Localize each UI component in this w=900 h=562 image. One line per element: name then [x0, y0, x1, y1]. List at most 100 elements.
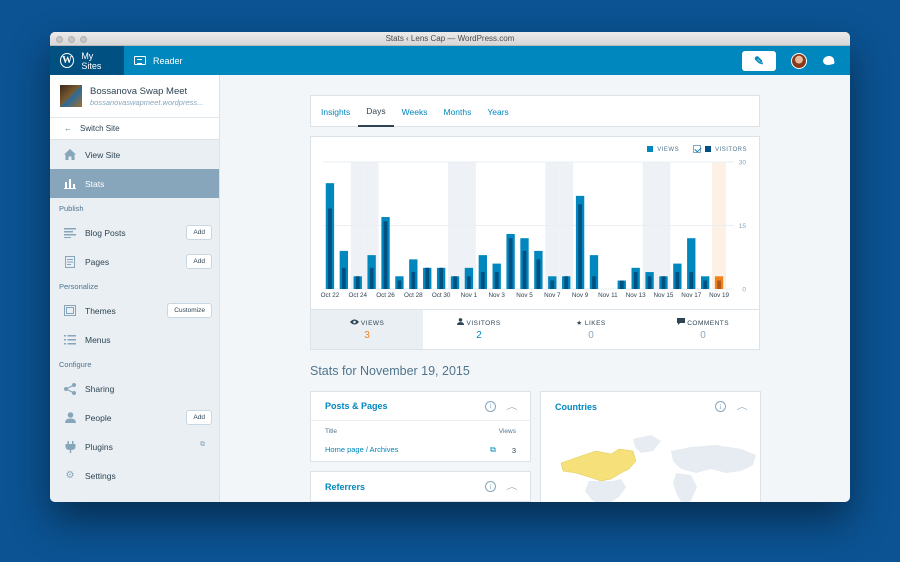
info-icon[interactable]: i	[485, 400, 496, 412]
summary-tabs: VIEWS 3 VISITORS 2 ★ LIKES 0	[310, 310, 760, 350]
info-icon[interactable]: i	[715, 401, 726, 412]
star-icon: ★	[576, 319, 583, 327]
visitors-bar	[522, 250, 527, 289]
sidebar-item-label: Settings	[85, 470, 116, 481]
add-blog-post-button[interactable]: Add	[186, 225, 212, 240]
sidebar-item-blog-posts[interactable]: Blog Posts Add	[50, 218, 219, 247]
summary-tab-views[interactable]: VIEWS 3	[311, 310, 423, 349]
summary-likes-value: 0	[588, 329, 594, 341]
home-icon	[64, 149, 76, 161]
visitors-bar	[439, 267, 443, 289]
notifications-icon[interactable]	[822, 54, 836, 68]
visitors-bar	[397, 280, 402, 289]
zoom-window-button[interactable]	[80, 35, 87, 43]
sidebar-item-label: Plugins	[85, 441, 113, 452]
sidebar-item-stats[interactable]: Stats	[50, 169, 219, 198]
x-tick-label: Nov 9	[572, 292, 589, 299]
x-tick-label: Nov 13	[626, 292, 646, 299]
window-title: Stats ‹ Lens Cap — WordPress.com	[385, 34, 515, 43]
visitors-bar	[411, 272, 416, 289]
summary-views-value: 3	[364, 329, 370, 341]
sidebar-item-plugins[interactable]: Plugins ⧉	[50, 432, 219, 461]
chevron-up-icon[interactable]: ︿	[506, 482, 518, 491]
pencil-icon: ✎	[753, 53, 765, 68]
referrers-card: Referrers i ︿	[310, 471, 531, 502]
sidebar-item-view-site[interactable]: View Site	[50, 140, 219, 169]
tab-days[interactable]: Days	[358, 96, 394, 127]
stats-main: Insights Days Weeks Months Years VIEWS V…	[310, 95, 761, 502]
visitors-bar	[383, 221, 388, 289]
tab-months[interactable]: Months	[443, 106, 472, 117]
sidebar-item-people[interactable]: People Add	[50, 403, 219, 432]
site-name: Bossanova Swap Meet	[90, 85, 188, 97]
sidebar-item-sharing[interactable]: Sharing	[50, 374, 219, 403]
themes-icon	[64, 305, 76, 317]
reader-icon	[134, 56, 146, 65]
sidebar-item-label: Menus	[85, 334, 111, 345]
visitors-bar	[341, 267, 346, 289]
x-tick-label: Oct 26	[376, 292, 395, 299]
external-link-icon[interactable]: ⧉	[490, 445, 496, 454]
summary-visitors-value: 2	[476, 330, 482, 341]
countries-title[interactable]: Countries	[555, 401, 598, 412]
sidebar-item-themes[interactable]: Themes Customize	[50, 296, 219, 325]
visitors-bar	[619, 280, 624, 289]
posts-icon	[64, 227, 76, 239]
x-tick-label: Oct 28	[404, 292, 423, 299]
tab-years[interactable]: Years	[487, 106, 509, 117]
tab-weeks[interactable]: Weeks	[401, 106, 428, 117]
posts-pages-title[interactable]: Posts & Pages	[325, 401, 388, 411]
views-swatch	[647, 145, 654, 152]
section-heading-publish: Publish	[59, 203, 84, 213]
visitors-bar	[675, 272, 680, 289]
summary-tab-visitors[interactable]: VISITORS 2	[423, 310, 535, 349]
x-tick-label: Nov 5	[516, 292, 533, 299]
countries-map[interactable]	[541, 421, 760, 502]
customize-button[interactable]: Customize	[167, 303, 212, 318]
x-tick-label: Oct 24	[348, 292, 367, 299]
visitors-bar	[550, 280, 555, 289]
summary-tab-comments[interactable]: COMMENTS 0	[647, 310, 759, 349]
summary-label-text: VIEWS	[360, 319, 385, 327]
my-sites-button[interactable]: W My Sites	[50, 46, 124, 75]
x-tick-label: Nov 7	[544, 292, 561, 299]
switch-site-button[interactable]: ← Switch Site	[50, 118, 219, 140]
y-tick-label: 15	[739, 223, 747, 230]
visitors-checkbox[interactable]	[693, 145, 702, 153]
views-bar	[478, 255, 487, 289]
tab-insights[interactable]: Insights	[321, 106, 351, 117]
sidebar-item-settings[interactable]: ⚙ Settings	[50, 461, 219, 490]
minimize-window-button[interactable]	[68, 35, 75, 43]
current-site-card[interactable]: Bossanova Swap Meet bossanovaswapmeet.wo…	[50, 75, 219, 118]
avatar[interactable]	[791, 52, 807, 69]
sidebar-item-menus[interactable]: Menus	[50, 325, 219, 354]
x-tick-label: Nov 11	[598, 292, 618, 299]
site-icon	[60, 85, 82, 107]
person-icon	[457, 318, 465, 325]
summary-likes-label: ★ LIKES	[576, 319, 606, 327]
chevron-up-icon[interactable]: ︿	[506, 401, 518, 411]
stats-date-title: Stats for November 19, 2015	[310, 364, 470, 378]
sidebar-item-pages[interactable]: Pages Add	[50, 247, 219, 276]
visitors-bar	[494, 272, 499, 289]
summary-views-label: VIEWS	[349, 319, 385, 327]
visitors-bar	[661, 276, 666, 289]
summary-tab-likes[interactable]: ★ LIKES 0	[535, 310, 647, 349]
summary-label-text: VISITORS	[466, 320, 501, 327]
reader-label: Reader	[153, 55, 183, 66]
chevron-up-icon[interactable]: ︿	[736, 402, 748, 411]
post-title-link[interactable]: Home page / Archives	[325, 445, 399, 454]
legend-visitors[interactable]: VISITORS	[693, 145, 747, 153]
add-page-button[interactable]: Add	[186, 254, 212, 269]
close-window-button[interactable]	[56, 35, 63, 43]
info-icon[interactable]: i	[485, 481, 496, 492]
sidebar-item-label: Blog Posts	[85, 227, 126, 238]
visitors-bar	[369, 267, 374, 289]
wordpress-logo-icon: W	[60, 53, 75, 68]
legend-views: VIEWS	[647, 145, 679, 153]
add-person-button[interactable]: Add	[186, 410, 212, 425]
referrers-title[interactable]: Referrers	[325, 481, 366, 492]
write-post-button[interactable]: ✎	[742, 50, 776, 71]
eye-icon	[349, 319, 359, 324]
reader-button[interactable]: Reader	[124, 46, 193, 75]
